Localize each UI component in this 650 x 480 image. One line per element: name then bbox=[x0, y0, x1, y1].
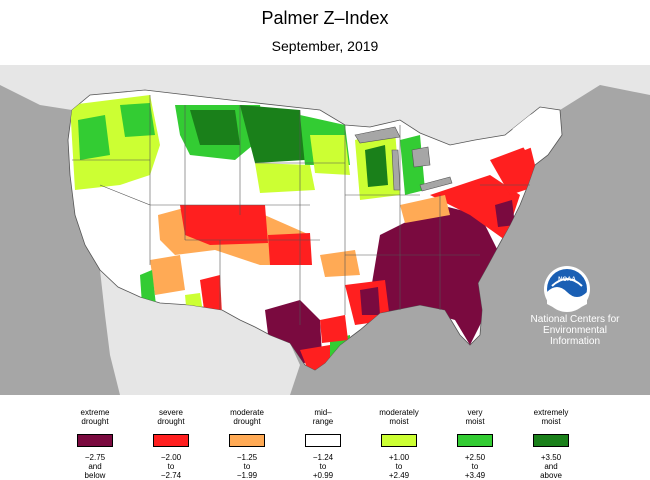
region-nebraska-moist bbox=[255, 163, 315, 193]
legend-swatch bbox=[229, 434, 265, 447]
region-wisconsin-extremely-moist bbox=[365, 145, 388, 187]
legend-swatch bbox=[533, 434, 569, 447]
region-kansas-severe-drought bbox=[268, 233, 312, 265]
climate-divisions bbox=[70, 95, 550, 370]
legend-swatch bbox=[457, 434, 493, 447]
legend-item-extremely-moist: extremely moist +3.50 and above bbox=[533, 408, 569, 480]
agency-line-3: Information bbox=[549, 336, 601, 347]
region-east-texas-severe-drought bbox=[320, 315, 348, 343]
great-lakes bbox=[354, 126, 453, 192]
legend-item-severe-drought: severe drought −2.00 to −2.74 bbox=[136, 404, 206, 480]
us-map bbox=[0, 65, 650, 395]
mexico-landmass bbox=[100, 270, 300, 395]
region-arizona-moderate-drought bbox=[150, 255, 185, 295]
canada-landmass bbox=[0, 65, 650, 145]
region-washington-very-moist bbox=[78, 115, 110, 160]
map-title: Palmer Z–Index bbox=[261, 8, 389, 28]
legend-item-extreme-drought: extreme drought −2.75 and below bbox=[60, 404, 130, 480]
legend: extreme drought −2.75 and below severe droug… bbox=[60, 404, 620, 480]
legend-swatch bbox=[305, 434, 341, 447]
lake-huron bbox=[411, 146, 431, 168]
region-montana-extremely-moist bbox=[190, 110, 240, 145]
region-ozarks-moderate-drought bbox=[320, 250, 360, 277]
region-mid-atlantic-severe-drought bbox=[430, 175, 520, 240]
agency-line-2: Environmental bbox=[543, 325, 607, 336]
svg-text:NOAA: NOAA bbox=[558, 277, 576, 283]
region-ohio-valley-moderate-drought bbox=[400, 195, 450, 223]
map-subtitle: September, 2019 bbox=[271, 38, 379, 54]
lake-michigan bbox=[391, 149, 401, 191]
lake-superior bbox=[354, 126, 401, 144]
region-louisiana-extreme-drought bbox=[360, 287, 380, 315]
region-new-mexico-severe-drought bbox=[200, 275, 222, 317]
legend-swatch bbox=[381, 434, 417, 447]
lake-erie bbox=[419, 176, 453, 192]
state-boundaries bbox=[72, 95, 530, 325]
legend-item-very-moist: very moist +2.50 to +3.49 bbox=[440, 404, 510, 480]
legend-item-mid-range: mid– range −1.24 to +0.99 bbox=[288, 404, 358, 480]
region-dakotas-extremely-moist bbox=[240, 105, 305, 163]
legend-swatch bbox=[153, 434, 189, 447]
legend-item-moderately-moist: moderately moist +1.00 to +2.49 bbox=[379, 408, 419, 480]
legend-item-moderate-drought: moderate drought −1.25 to −1.99 bbox=[229, 408, 265, 480]
noaa-logo: NOAA bbox=[542, 264, 592, 314]
legend-swatch bbox=[77, 434, 113, 447]
region-delmarva-extreme-drought bbox=[495, 200, 515, 227]
region-utah-colorado-severe-drought bbox=[180, 205, 268, 245]
agency-name: National Centers for Environmental Infor… bbox=[520, 314, 630, 347]
region-arizona-very-moist bbox=[140, 270, 156, 305]
region-iowa-moist bbox=[310, 135, 350, 175]
noaa-logo-icon: NOAA bbox=[544, 266, 590, 312]
region-new-england-severe-drought bbox=[490, 145, 540, 195]
agency-line-1: National Centers for bbox=[530, 314, 620, 325]
region-idaho-very-moist bbox=[120, 103, 155, 137]
